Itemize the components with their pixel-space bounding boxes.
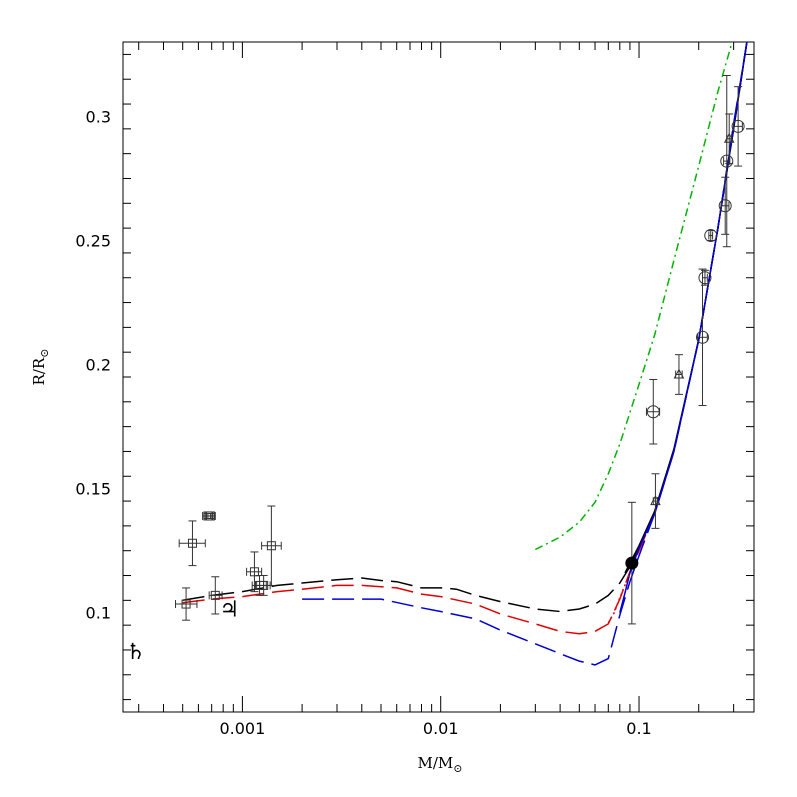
data-point: [178, 520, 206, 567]
data-point: [673, 354, 685, 395]
data-point: [650, 473, 661, 529]
model-curves: [182, 42, 748, 666]
circle-marker: [718, 199, 732, 213]
square-marker: [181, 599, 191, 609]
circle-marker: [646, 405, 660, 419]
data-point: [204, 511, 216, 521]
circle-marker: [704, 229, 718, 243]
planet-symbol: ♃: [220, 597, 240, 622]
data-point: [723, 113, 735, 165]
y-tick-label: 0.3: [86, 107, 111, 126]
model-curve: [619, 42, 748, 613]
filled-circle-marker: [625, 556, 639, 570]
data-point: [718, 176, 732, 235]
x-tick-label: 0.01: [423, 719, 459, 738]
triangle-marker: [723, 132, 735, 143]
data-point: [720, 75, 734, 248]
model-curve: [182, 42, 748, 613]
data-point: [261, 505, 282, 586]
model-curve: [534, 42, 733, 551]
y-axis-title: R/R⊙: [30, 349, 51, 386]
data-point: [175, 587, 198, 621]
y-tick-label: 0.15: [75, 480, 111, 499]
planet-markers: ♃♄: [126, 597, 239, 665]
data-point: [645, 378, 661, 445]
y-tick-label: 0.2: [86, 356, 111, 375]
triangle-marker: [673, 368, 685, 379]
data-point: [731, 86, 745, 167]
data-point: [704, 229, 718, 243]
planet-symbol: ♄: [126, 640, 146, 665]
model-curve: [607, 572, 631, 624]
y-tick-label: 0.25: [75, 232, 111, 251]
data-point: [696, 268, 710, 407]
square-marker: [205, 511, 215, 521]
data-point: [698, 269, 712, 286]
data-points: [175, 75, 745, 625]
y-tick-label: 0.1: [86, 604, 111, 623]
data-point: [625, 501, 639, 625]
circle-marker: [720, 154, 734, 168]
x-tick-label: 0.001: [219, 719, 265, 738]
square-marker: [187, 538, 197, 548]
square-marker: [266, 541, 276, 551]
triangle-marker: [650, 495, 661, 506]
circle-marker: [698, 271, 712, 285]
data-point: [208, 576, 223, 615]
model-curve: [624, 42, 748, 574]
x-axis-title: M/M⊙: [418, 754, 463, 775]
square-marker: [210, 590, 220, 600]
model-curve: [182, 42, 748, 635]
circle-marker: [731, 119, 745, 133]
axis-ticks: 0.001 0.01 0.1 0.1 0.15 0.2 0.25 0.3: [75, 42, 754, 738]
square-marker: [249, 567, 259, 577]
model-curve: [302, 42, 748, 666]
circle-marker: [696, 330, 710, 344]
x-tick-label: 0.1: [626, 719, 651, 738]
